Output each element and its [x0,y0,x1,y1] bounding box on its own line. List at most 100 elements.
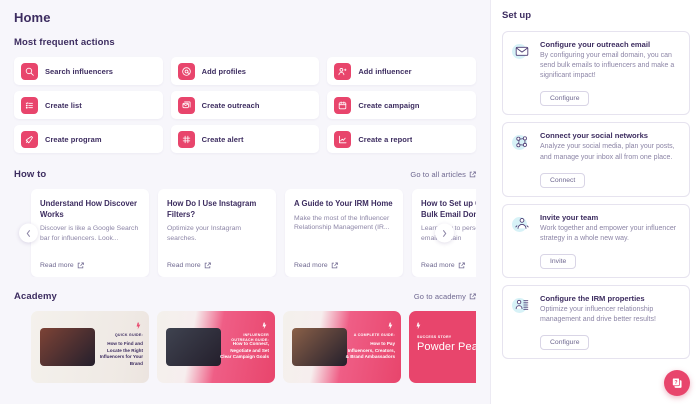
academy-header: Academy Go to academy [14,291,476,302]
external-link-icon [469,171,476,178]
academy-card-image [166,328,221,366]
setup-card[interactable]: Connect your social networks Analyze your… [502,122,690,197]
action-card[interactable]: Create outreach [170,91,320,119]
external-link-icon [204,262,211,269]
howto-card[interactable]: How Do I Use Instagram Filters? Optimize … [158,189,276,277]
action-label: Create campaign [358,100,420,110]
action-card[interactable]: Create list [14,91,163,119]
action-label: Create list [45,100,82,110]
read-more-link[interactable]: Read more [167,262,267,269]
academy-card[interactable]: Quick guide: How to Find and Locate the R… [31,311,149,383]
howto-card-desc: Optimize your Instagram searches. [167,225,242,242]
setup-card-list: Configure your outreach email By configur… [502,31,690,360]
setup-card-title: Invite your team [540,212,599,222]
setup-card-desc: Work together and empower your influence… [540,224,677,242]
academy-card[interactable]: A complete guide: How to Pay Influencers,… [283,311,401,383]
howto-card-title: How to Set up Custom Bulk Email Domains [421,199,476,219]
setup-card[interactable]: Configure your outreach email By configur… [502,31,690,116]
network-icon [511,131,533,153]
search-icon [21,62,38,80]
action-label: Search influencers [45,66,114,76]
team-icon [511,213,533,235]
copy-mail-icon [177,96,195,114]
read-more-label: Read more [421,262,455,269]
action-label: Create program [45,134,102,144]
academy-card-headline: How to Pay Influencers, Creators, & Bran… [345,341,395,360]
setup-card-button[interactable]: Invite [540,253,577,269]
go-to-academy-label: Go to academy [413,292,466,301]
howto-prev-button[interactable] [19,223,38,243]
action-card[interactable]: Add profiles [170,57,320,85]
howto-card-title: A Guide to Your IRM Home [294,199,393,208]
action-card[interactable]: Create alert [170,125,320,153]
action-card[interactable]: Create campaign [327,91,476,119]
action-card[interactable]: Add influencer [327,57,476,85]
brand-logo-icon [261,317,269,330]
question-card-icon: ? [672,377,682,388]
howto-next-button[interactable] [435,223,454,243]
hash-icon [177,130,195,148]
setup-card[interactable]: Invite your team Work together and empowe… [502,203,690,278]
go-to-all-articles-label: Go to all articles [410,170,466,179]
frequent-actions-grid: Search influencers Add profiles Add influe… [14,57,476,153]
action-card[interactable]: Create a report [327,125,476,153]
howto-card-desc: Discover is like a Google Search bar for… [40,225,139,242]
external-link-icon [331,262,338,269]
calendar-icon [334,96,352,114]
svg-text:?: ? [674,380,677,386]
read-more-link[interactable]: Read more [294,262,394,269]
go-to-academy-link[interactable]: Go to academy [414,292,476,301]
academy-card-kicker: Success story [417,335,452,339]
setup-card-title: Configure the IRM properties [540,293,645,303]
read-more-link[interactable]: Read more [421,262,476,269]
action-label: Create a report [358,134,413,144]
at-sign-icon [177,62,195,80]
setup-card[interactable]: Configure the IRM properties Optimize you… [502,284,690,360]
setup-panel: Set up Configure your outreach email By c… [490,0,700,404]
frequent-actions-header: Most frequent actions [14,37,476,48]
frequent-actions-title: Most frequent actions [14,37,115,48]
academy-card-kicker: A complete guide: [353,333,395,337]
user-plus-icon [334,62,352,80]
setup-card-title: Configure your outreach email [540,40,651,49]
chart-line-icon [334,130,352,148]
academy-card-headline: How to Find and Locate the Right Influen… [99,341,143,366]
read-more-link[interactable]: Read more [40,262,140,269]
academy-card[interactable]: Success storyPowder Peaks◂|▸ [409,311,476,383]
setup-card-desc: Analyze your social media, plan your pos… [540,143,675,161]
setup-card-button[interactable]: Connect [540,172,586,188]
academy-card-image [40,328,95,366]
action-label: Add influencer [358,66,412,76]
action-label: Create alert [201,134,244,144]
brand-logo-icon [135,317,143,330]
academy-card-row: Quick guide: How to Find and Locate the R… [14,311,476,383]
go-to-all-articles-link[interactable]: Go to all articles [410,170,476,179]
howto-card[interactable]: A Guide to Your IRM Home Make the most of… [285,189,403,277]
setup-card-button[interactable]: Configure [540,91,590,107]
action-label: Create outreach [201,100,260,110]
setup-card-button[interactable]: Configure [540,335,590,351]
external-link-icon [469,293,476,300]
howto-card-desc: Make the most of the Influencer Relation… [294,214,390,232]
academy-card[interactable]: Influencer outreach guide: How to Connect… [157,311,275,383]
setup-card-desc: Optimize your influencer relationship ma… [540,305,656,324]
brand-logo-icon [415,317,423,330]
action-card[interactable]: Search influencers [14,57,163,85]
page-title: Home [14,10,51,25]
setup-title: Set up [502,10,532,21]
megaphone-icon [21,130,38,148]
properties-icon [511,294,533,316]
howto-card[interactable]: Understand How Discover Works Discover is… [31,189,149,277]
external-link-icon [458,262,465,269]
read-more-label: Read more [294,262,328,269]
academy-card-headline: How to Connect, Negotiate and Set Clear … [219,341,269,360]
academy-title: Academy [14,291,57,302]
help-button[interactable]: ? [664,370,690,396]
read-more-label: Read more [167,262,201,269]
list-icon [21,96,38,114]
setup-card-title: Connect your social networks [540,131,649,141]
read-more-label: Read more [40,262,74,269]
main-content: Home Most frequent actions Search influe… [14,10,476,383]
action-card[interactable]: Create program [14,125,163,153]
